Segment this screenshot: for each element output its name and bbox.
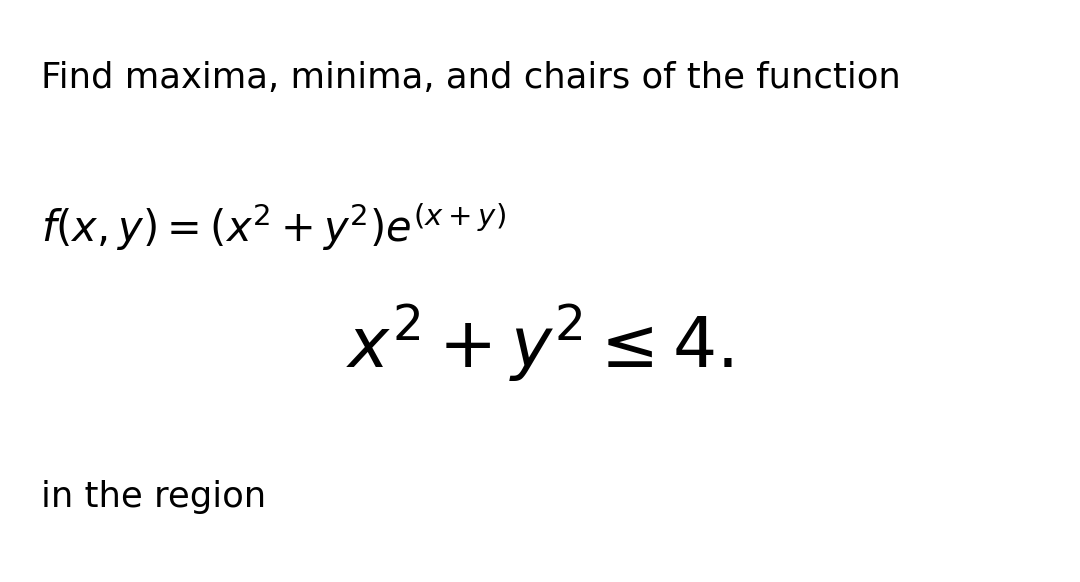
- Text: $f(x,y) = (x^2 + y^2)e^{(x+y)}$: $f(x,y) = (x^2 + y^2)e^{(x+y)}$: [41, 201, 507, 253]
- Text: Find maxima, minima, and chairs of the function: Find maxima, minima, and chairs of the f…: [41, 61, 901, 95]
- Text: in the region: in the region: [41, 480, 266, 514]
- Text: $x^2 + y^2 \leq 4.$: $x^2 + y^2 \leq 4.$: [347, 303, 733, 384]
